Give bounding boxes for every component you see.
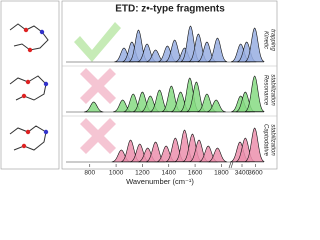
spectrum-peak	[244, 27, 265, 62]
x-tick-label: 3400	[235, 170, 250, 177]
check-icon	[74, 22, 121, 62]
x-tick-label: 3600	[248, 170, 263, 177]
axis-break	[228, 161, 232, 169]
molecule-panel	[0, 0, 60, 170]
row-label: Resonance	[262, 75, 268, 106]
cross-icon	[80, 68, 116, 104]
x-tick-label: 1000	[109, 170, 124, 177]
x-tick-label: 1400	[162, 170, 177, 177]
x-tick-label: 1200	[135, 170, 150, 177]
row-label: stabilization	[269, 124, 275, 156]
spectrum-peak	[244, 75, 265, 112]
spectrum-peak	[206, 99, 226, 113]
x-tick-label: 800	[84, 170, 95, 177]
row-label: Kinetic	[262, 31, 268, 49]
row-label: Captodative	[262, 124, 268, 157]
figure-title: ETD: z•-type fragments	[115, 4, 225, 15]
spectrum-peak	[84, 101, 104, 113]
atoms	[21, 27, 49, 149]
cross-icon	[80, 118, 116, 154]
x-axis-title: Wavenumber (cm⁻¹)	[126, 177, 194, 186]
x-tick-label: 1600	[188, 170, 203, 177]
spectrum-peak	[207, 37, 228, 63]
spectrum-peak	[207, 147, 228, 163]
axis-break	[230, 161, 234, 169]
spectrum-peak	[244, 127, 265, 162]
x-tick-label: 1800	[214, 170, 229, 177]
figure: ETD: z•-type fragments Wavenumber (cm⁻¹)…	[0, 0, 278, 186]
row-label: trapping	[269, 29, 275, 51]
row-label: stabilization	[269, 74, 275, 106]
